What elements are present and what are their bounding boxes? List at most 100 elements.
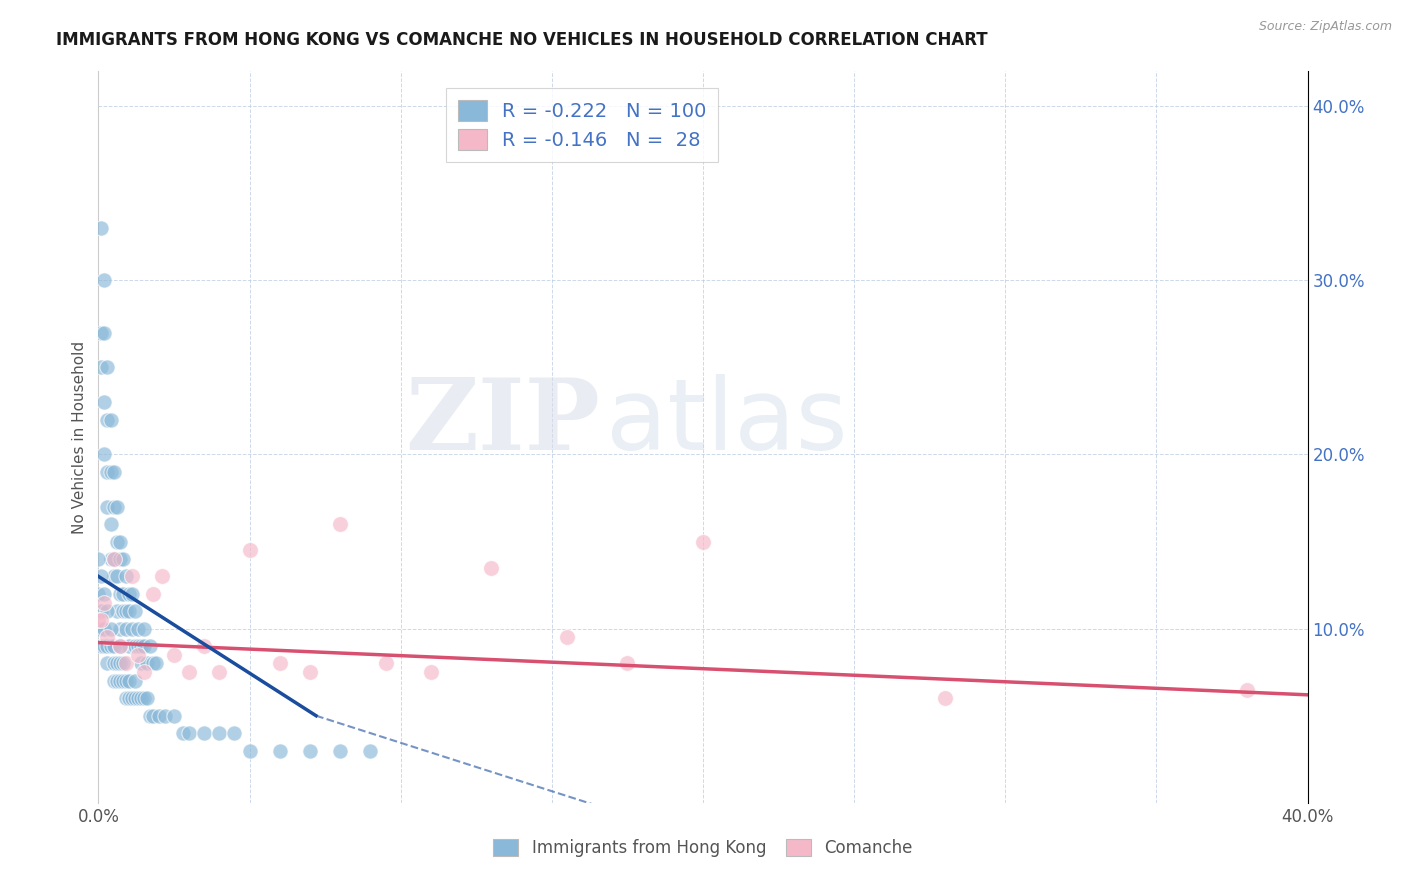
Point <box>87 552 110 566</box>
Point <box>90 604 112 618</box>
Point <box>96 412 118 426</box>
Point <box>108 657 131 671</box>
Point <box>329 743 352 757</box>
Point <box>108 622 131 636</box>
Point <box>142 708 165 723</box>
Point <box>93 326 115 340</box>
Point <box>150 569 173 583</box>
Point <box>96 465 118 479</box>
Point <box>142 587 165 601</box>
Point <box>148 708 170 723</box>
Point <box>93 595 115 609</box>
Point <box>114 604 136 618</box>
Point <box>129 639 152 653</box>
Point <box>90 613 112 627</box>
Point <box>124 639 146 653</box>
Point <box>139 639 162 653</box>
Point <box>127 691 149 706</box>
Point <box>692 534 714 549</box>
Point <box>103 657 125 671</box>
Point <box>121 569 143 583</box>
Point <box>118 691 141 706</box>
Point <box>96 604 118 618</box>
Point <box>100 622 122 636</box>
Point <box>118 639 141 653</box>
Point <box>153 708 176 723</box>
Point <box>103 569 125 583</box>
Point <box>90 639 112 653</box>
Point <box>269 743 291 757</box>
Point <box>208 665 231 680</box>
Point <box>114 569 136 583</box>
Point <box>555 631 578 645</box>
Point <box>127 622 149 636</box>
Point <box>118 587 141 601</box>
Point <box>132 622 155 636</box>
Point <box>93 273 115 287</box>
Point <box>87 622 110 636</box>
Point <box>114 673 136 688</box>
Point <box>135 691 157 706</box>
Point <box>239 743 262 757</box>
Point <box>96 360 118 375</box>
Point <box>193 726 215 740</box>
Text: Source: ZipAtlas.com: Source: ZipAtlas.com <box>1258 20 1392 33</box>
Point <box>90 221 112 235</box>
Point <box>132 691 155 706</box>
Point <box>132 639 155 653</box>
Point <box>121 622 143 636</box>
Point <box>105 673 128 688</box>
Point <box>374 657 396 671</box>
Point <box>118 604 141 618</box>
Point <box>139 708 162 723</box>
Point <box>108 639 131 653</box>
Point <box>90 360 112 375</box>
Point <box>135 657 157 671</box>
Point <box>121 587 143 601</box>
Point <box>96 657 118 671</box>
Point <box>103 552 125 566</box>
Point <box>145 657 167 671</box>
Point <box>108 639 131 653</box>
Point <box>93 622 115 636</box>
Point <box>1236 682 1258 697</box>
Text: ZIP: ZIP <box>405 374 600 471</box>
Point <box>129 657 152 671</box>
Point <box>127 648 149 662</box>
Y-axis label: No Vehicles in Household: No Vehicles in Household <box>72 341 87 533</box>
Point <box>208 726 231 740</box>
Point <box>121 691 143 706</box>
Point <box>105 500 128 514</box>
Point <box>239 543 262 558</box>
Point <box>103 500 125 514</box>
Point <box>179 665 201 680</box>
Point <box>124 691 146 706</box>
Point <box>108 673 131 688</box>
Point <box>87 613 110 627</box>
Point <box>111 673 134 688</box>
Point <box>93 587 115 601</box>
Point <box>108 587 131 601</box>
Point <box>103 639 125 653</box>
Point <box>129 691 152 706</box>
Point <box>111 657 134 671</box>
Point <box>420 665 443 680</box>
Point <box>103 552 125 566</box>
Point <box>163 648 186 662</box>
Point <box>179 726 201 740</box>
Point <box>105 604 128 618</box>
Point <box>269 657 291 671</box>
Point <box>93 395 115 409</box>
Point <box>93 448 115 462</box>
Point <box>124 604 146 618</box>
Point <box>299 743 322 757</box>
Point <box>224 726 246 740</box>
Point <box>100 465 122 479</box>
Point <box>103 465 125 479</box>
Point <box>96 631 118 645</box>
Point <box>132 665 155 680</box>
Point <box>87 587 110 601</box>
Text: IMMIGRANTS FROM HONG KONG VS COMANCHE NO VEHICLES IN HOUSEHOLD CORRELATION CHART: IMMIGRANTS FROM HONG KONG VS COMANCHE NO… <box>56 31 988 49</box>
Point <box>114 622 136 636</box>
Point <box>96 500 118 514</box>
